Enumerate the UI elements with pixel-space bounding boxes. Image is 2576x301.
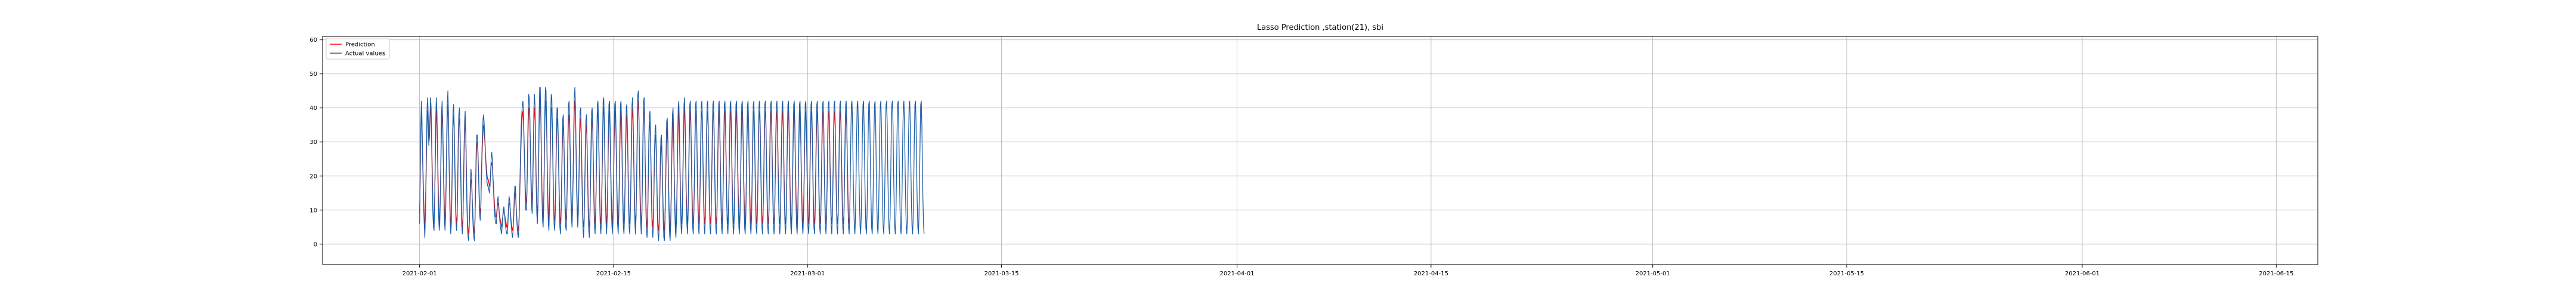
y-tick-label: 10 (309, 207, 317, 214)
axes: 2021-02-01 2021-02-15 2021-03-01 2021-03-15… (309, 37, 2293, 277)
legend: Prediction Actual values (326, 38, 390, 60)
y-tick-label: 30 (309, 139, 317, 146)
x-tick-label: 2021-03-15 (984, 271, 1019, 277)
legend-box (326, 38, 390, 60)
y-tick-label: 20 (309, 173, 317, 180)
x-tick-label: 2021-02-01 (402, 271, 437, 277)
x-tick-label: 2021-06-01 (2065, 271, 2100, 277)
y-tick-label: 50 (309, 71, 317, 78)
x-tick-label: 2021-05-15 (1829, 271, 1864, 277)
series-lines (419, 87, 925, 241)
x-tick-label: 2021-03-01 (790, 271, 825, 277)
x-tick-label: 2021-04-01 (1220, 271, 1255, 277)
x-tick-label: 2021-06-15 (2259, 271, 2293, 277)
actual-values-series-line (419, 87, 925, 241)
legend-actual-label: Actual values (345, 51, 385, 57)
x-tick-label: 2021-05-01 (1636, 271, 1670, 277)
x-tick-label: 2021-02-15 (596, 271, 631, 277)
y-tick-label: 0 (314, 241, 317, 248)
x-tick-label: 2021-04-15 (1414, 271, 1448, 277)
y-tick-label: 60 (309, 37, 317, 44)
y-tick-label: 40 (309, 105, 317, 112)
plot-area-frame (322, 36, 2318, 265)
grid-lines (323, 36, 2318, 265)
chart-title: Lasso Prediction ,station(21), sbi (1257, 23, 1383, 32)
legend-prediction-label: Prediction (345, 42, 375, 48)
